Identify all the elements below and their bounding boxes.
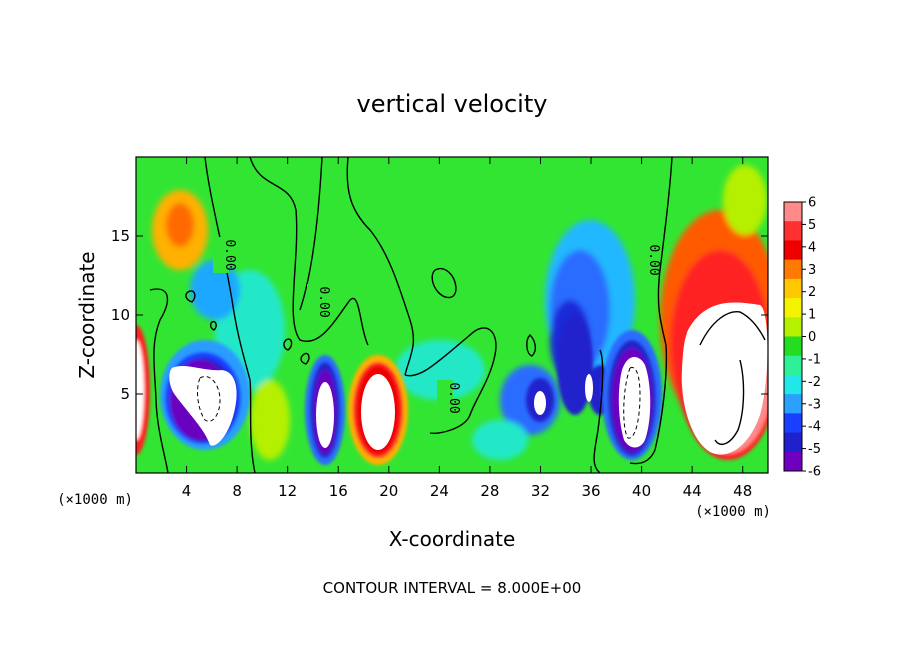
colorbar-swatch bbox=[784, 413, 802, 434]
x-tick-label: 16 bbox=[329, 482, 348, 500]
x-tick-label: 24 bbox=[430, 482, 449, 500]
colorbar-swatch bbox=[784, 336, 802, 357]
contour-label-bg bbox=[637, 242, 653, 278]
contour-label: 0.00 bbox=[446, 382, 461, 413]
colorbar-label: -5 bbox=[808, 442, 821, 457]
colorbar-label: -4 bbox=[808, 420, 821, 435]
y-tick-label: 15 bbox=[111, 227, 130, 245]
x-unit-label: (×1000 m) bbox=[695, 504, 771, 520]
colorbar-label: 3 bbox=[808, 263, 816, 278]
negative-contour-lines bbox=[197, 366, 641, 439]
contour-label-bg bbox=[307, 284, 323, 320]
y-tick-label: 5 bbox=[120, 385, 130, 403]
colorbar-swatch bbox=[784, 298, 802, 318]
chart-title: vertical velocity bbox=[357, 90, 548, 118]
colorbar-label: 5 bbox=[808, 218, 816, 233]
colorbar-swatch bbox=[784, 432, 802, 453]
x-axis-ticks: 4 8 12 16 20 24 28 32 36 40 44 48 bbox=[182, 157, 752, 500]
contour-labels: 0.00 0.00 0.00 0.00 bbox=[213, 237, 661, 416]
x-tick-label: 48 bbox=[733, 482, 752, 500]
colorbar-label: -3 bbox=[808, 397, 821, 412]
colorbar-swatch bbox=[784, 259, 802, 280]
colorbar-label: 1 bbox=[808, 308, 816, 323]
colorbar-label: 6 bbox=[808, 196, 816, 211]
colorbar-swatch bbox=[784, 221, 802, 241]
colorbar-swatch bbox=[784, 240, 802, 261]
colorbar-swatch bbox=[784, 278, 802, 299]
contour-label-bg bbox=[437, 380, 453, 416]
y-axis-ticks: 5 10 15 bbox=[111, 227, 768, 403]
colorbar-label: -2 bbox=[808, 375, 821, 390]
contour-label: 0.00 bbox=[646, 244, 661, 275]
y-axis-label: Z-coordinate bbox=[75, 251, 99, 378]
contour-label: 0.00 bbox=[222, 239, 237, 270]
colorbar-swatch bbox=[784, 374, 802, 395]
x-tick-label: 28 bbox=[480, 482, 499, 500]
colorbar-label: 0 bbox=[808, 330, 816, 345]
x-tick-label: 4 bbox=[182, 482, 192, 500]
x-tick-label: 20 bbox=[379, 482, 398, 500]
colorbar-label: 2 bbox=[808, 285, 816, 300]
colorbar-label: 4 bbox=[808, 240, 816, 255]
contour-label: 0.00 bbox=[316, 286, 331, 317]
heatmap-field bbox=[136, 157, 768, 473]
colorbar-label: -1 bbox=[808, 352, 821, 367]
x-axis-label: X-coordinate bbox=[389, 527, 516, 551]
zero-contour-lines bbox=[149, 157, 766, 473]
x-tick-label: 40 bbox=[632, 482, 651, 500]
x-tick-label: 12 bbox=[278, 482, 297, 500]
contour-interval-note: CONTOUR INTERVAL = 8.000E+00 bbox=[323, 579, 582, 597]
x-tick-label: 36 bbox=[581, 482, 600, 500]
colorbar-label: -6 bbox=[808, 465, 821, 480]
colorbar-swatch bbox=[784, 394, 802, 414]
colorbar-swatch bbox=[784, 355, 802, 376]
contour-label-bg bbox=[213, 237, 229, 273]
y-tick-label: 10 bbox=[111, 306, 130, 324]
y-unit-label: (×1000 m) bbox=[57, 492, 133, 508]
colorbar-swatch bbox=[784, 317, 802, 337]
colorbar: 6 5 4 3 2 1 0 -1 -2 -3 -4 -5 -6 bbox=[783, 196, 821, 480]
x-tick-label: 32 bbox=[531, 482, 550, 500]
colorbar-swatch bbox=[784, 202, 802, 222]
x-tick-label: 44 bbox=[683, 482, 702, 500]
colorbar-swatch bbox=[784, 451, 802, 472]
x-tick-label: 8 bbox=[232, 482, 242, 500]
